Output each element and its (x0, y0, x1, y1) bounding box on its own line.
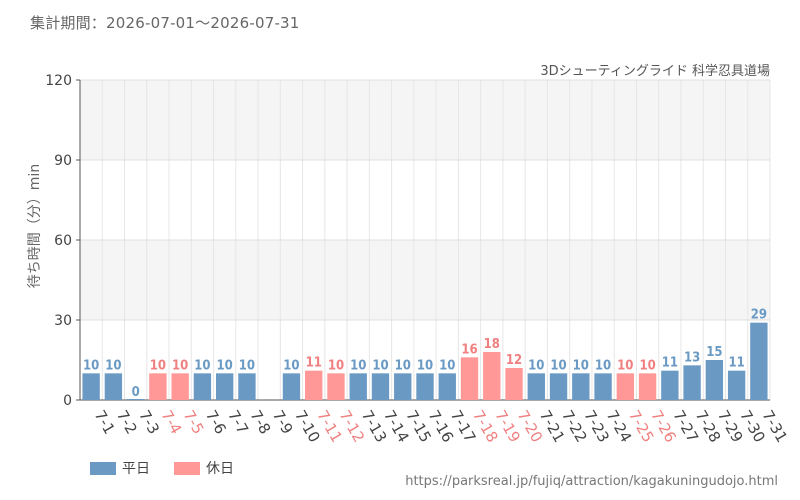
value-label-7-20: 12 (506, 353, 522, 368)
legend-item-weekday: 平日 (90, 458, 150, 478)
value-label-7-2: 10 (105, 358, 121, 373)
bar-7-18 (460, 357, 479, 400)
value-label-7-6: 10 (194, 358, 210, 373)
y-tick-label: 0 (63, 393, 72, 409)
bar-7-30 (727, 370, 746, 400)
legend-swatch-weekday (90, 461, 116, 475)
x-tick-label-7-4: 7-4 (157, 407, 185, 437)
y-tick-label: 120 (45, 73, 72, 89)
y-tick-label: 30 (54, 313, 72, 329)
plot-band (80, 80, 770, 160)
value-label-7-21: 10 (528, 358, 544, 373)
bar-7-31 (750, 322, 768, 400)
value-label-7-27: 11 (662, 356, 678, 371)
y-tick-label: 90 (54, 153, 72, 169)
bar-7-8 (238, 373, 256, 400)
bar-7-13 (349, 373, 367, 400)
bar-7-5 (171, 373, 189, 400)
bar-7-27 (661, 370, 679, 400)
value-label-7-22: 10 (550, 358, 566, 373)
bar-7-2 (104, 373, 123, 400)
value-label-7-18: 16 (461, 342, 477, 357)
value-label-7-10: 10 (283, 358, 299, 373)
legend-item-holiday: 休日 (174, 458, 234, 478)
value-label-7-25: 10 (617, 358, 633, 373)
period-label: 集計期間：2026-07-01～2026-07-31 (30, 14, 300, 32)
plot-band (80, 160, 770, 240)
legend: 平日 休日 (90, 458, 258, 478)
value-label-7-29: 15 (706, 345, 722, 360)
bar-7-28 (683, 365, 701, 400)
value-label-7-11: 11 (306, 356, 322, 371)
value-label-7-8: 10 (239, 358, 255, 373)
legend-swatch-holiday (174, 461, 200, 475)
value-label-7-14: 10 (372, 358, 388, 373)
value-label-7-5: 10 (172, 358, 188, 373)
bar-7-29 (705, 360, 724, 400)
bar-7-16 (416, 373, 434, 400)
bar-7-19 (483, 352, 501, 400)
bar-7-20 (505, 368, 523, 400)
value-label-7-23: 10 (573, 358, 589, 373)
bar-7-4 (149, 373, 167, 400)
x-tick-label-7-5: 7-5 (180, 407, 208, 437)
x-tick-label-7-7: 7-7 (224, 407, 252, 437)
value-label-7-19: 18 (484, 337, 500, 352)
value-label-7-26: 10 (639, 358, 655, 373)
x-tick-label-7-8: 7-8 (246, 407, 274, 437)
value-label-7-3: 0 (132, 385, 140, 400)
value-label-7-16: 10 (417, 358, 433, 373)
legend-label-holiday: 休日 (206, 461, 234, 477)
bar-7-14 (371, 373, 390, 400)
value-label-7-13: 10 (350, 358, 366, 373)
bar-7-23 (572, 373, 590, 400)
value-label-7-28: 13 (684, 350, 700, 365)
bar-7-22 (549, 373, 568, 400)
attraction-name: 3Dシューティングライド 科学忍具道場 (540, 64, 770, 79)
bar-7-17 (438, 373, 456, 400)
value-label-7-15: 10 (395, 358, 411, 373)
bar-7-1 (82, 373, 100, 400)
value-label-7-4: 10 (150, 358, 166, 373)
x-tick-label-7-6: 7-6 (202, 407, 230, 437)
plot-band (80, 240, 770, 320)
value-label-7-12: 10 (328, 358, 344, 373)
bar-7-12 (327, 373, 345, 400)
bar-7-26 (638, 373, 657, 400)
value-label-7-1: 10 (83, 358, 99, 373)
y-tick-label: 60 (54, 233, 72, 249)
bar-7-6 (193, 373, 212, 400)
bar-7-11 (305, 370, 323, 400)
x-tick-label-7-2: 7-2 (113, 407, 141, 437)
x-tick-label-7-3: 7-3 (135, 407, 163, 437)
value-label-7-17: 10 (439, 358, 455, 373)
value-label-7-30: 11 (728, 356, 744, 371)
x-tick-label-7-9: 7-9 (269, 407, 297, 437)
bar-7-15 (394, 373, 412, 400)
value-label-7-24: 10 (595, 358, 611, 373)
bar-7-3 (126, 399, 145, 400)
source-url: https://parksreal.jp/fujiq/attraction/ka… (405, 474, 778, 489)
bar-7-10 (282, 373, 301, 400)
value-label-7-31: 29 (751, 308, 767, 323)
bar-7-7 (215, 373, 234, 400)
bar-7-25 (616, 373, 635, 400)
bar-7-21 (527, 373, 545, 400)
value-label-7-7: 10 (217, 358, 233, 373)
bar-7-24 (594, 373, 612, 400)
x-tick-label-7-1: 7-1 (91, 407, 119, 437)
legend-label-weekday: 平日 (122, 461, 150, 477)
